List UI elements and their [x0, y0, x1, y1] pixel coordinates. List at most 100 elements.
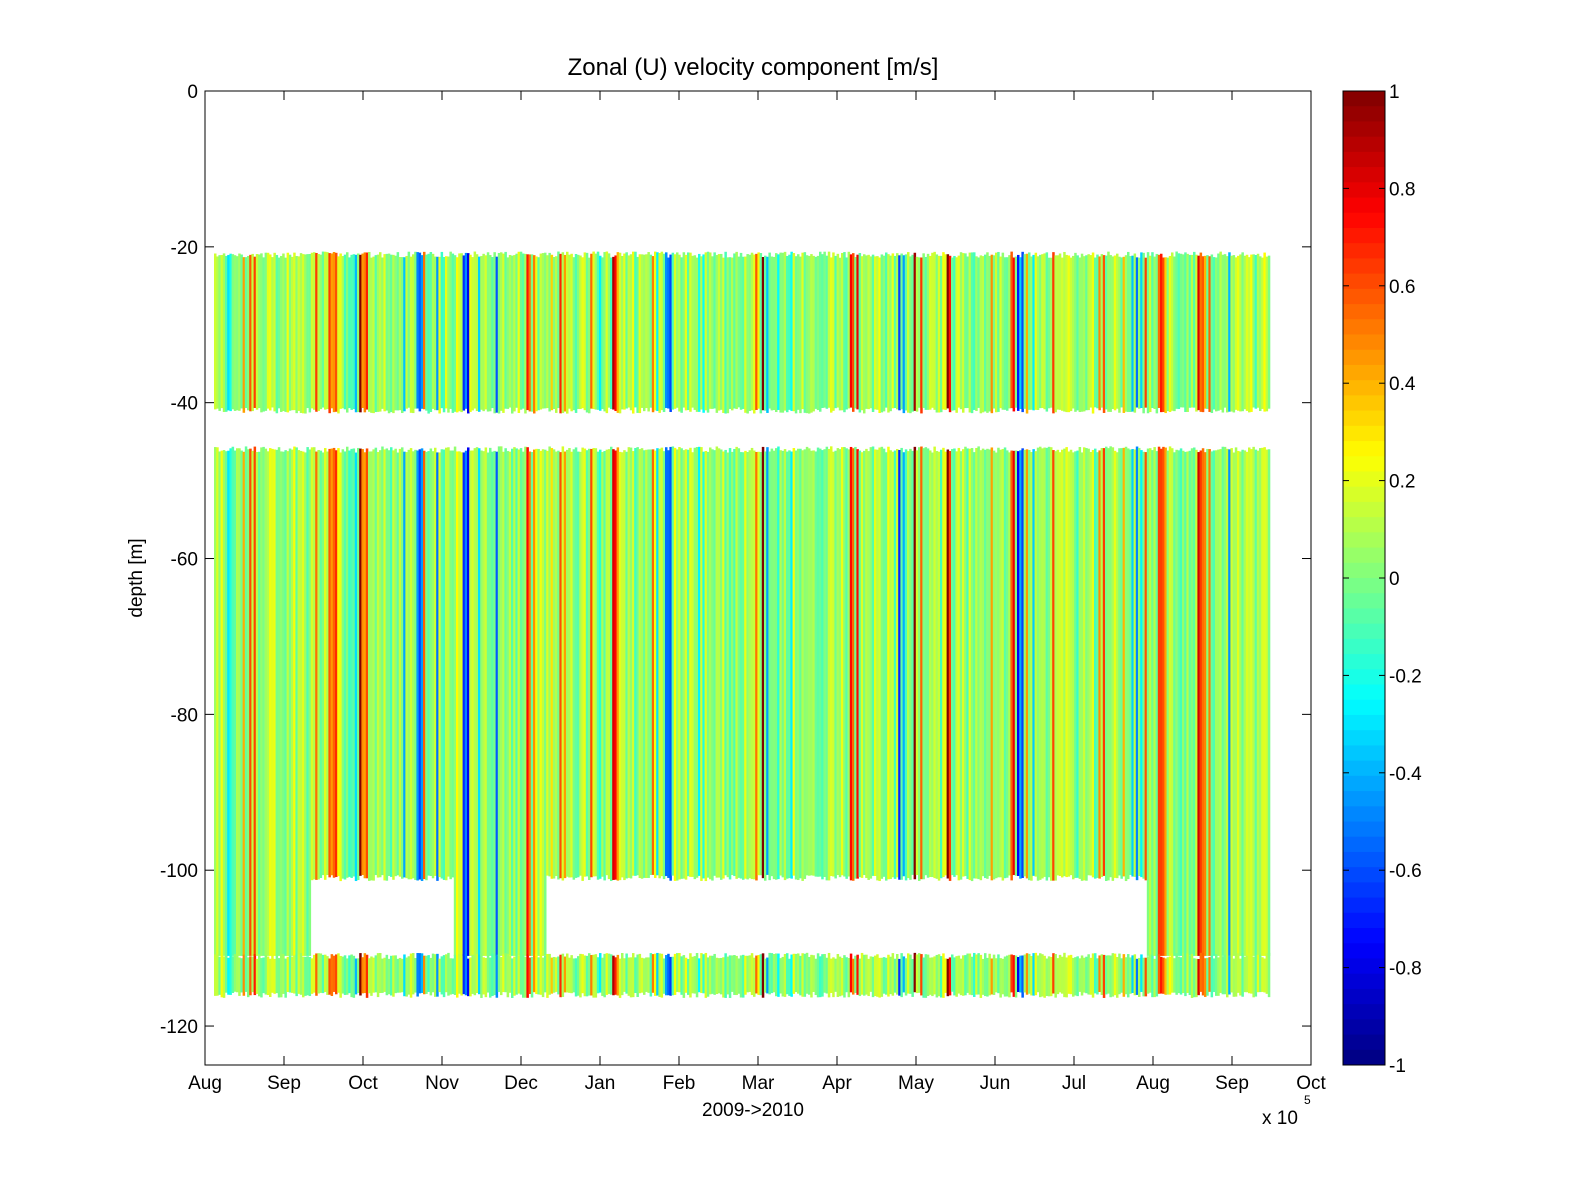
heatmap-cell [757, 954, 760, 995]
heatmap-cell [1010, 954, 1013, 993]
heatmap-cell [1107, 448, 1110, 881]
heatmap-cell [799, 955, 802, 996]
colorbar-cell [1343, 943, 1385, 959]
heatmap-cell [713, 953, 716, 995]
heatmap-cell [869, 256, 873, 409]
heatmap-cell [425, 451, 428, 881]
heatmap-cell [242, 954, 246, 996]
heatmap-cell [766, 957, 769, 994]
heatmap-cell [354, 958, 358, 995]
heatmap-cell [1263, 447, 1266, 956]
heatmap-cell [489, 447, 492, 956]
heatmap-cell [317, 254, 320, 411]
heatmap-cell [486, 452, 490, 956]
heatmap-cell [299, 450, 303, 956]
heatmap-cell [726, 257, 730, 414]
heatmap-cell [761, 446, 765, 879]
heatmap-cell [1146, 956, 1150, 994]
heatmap-cell [409, 953, 413, 998]
heatmap-cell [1054, 451, 1057, 881]
heatmap-cell [546, 953, 549, 998]
colorbar-cell [1343, 91, 1385, 107]
heatmap-cell [614, 450, 617, 880]
heatmap-cell [651, 449, 655, 875]
heatmap-cell [304, 452, 307, 956]
heatmap-cell [332, 955, 336, 992]
heatmap-cell [926, 954, 930, 996]
heatmap-cell [970, 956, 974, 996]
heatmap-cell [308, 957, 312, 997]
heatmap-cell [698, 446, 701, 876]
heatmap-cell [1149, 448, 1152, 956]
heatmap-cell [1232, 255, 1236, 413]
heatmap-cell [429, 251, 433, 413]
heatmap-cell [570, 451, 573, 878]
heatmap-cell [678, 254, 681, 412]
heatmap-cell [709, 447, 712, 880]
heatmap-cell [291, 449, 294, 956]
heatmap-cell [1017, 957, 1020, 992]
heatmap-cell [431, 953, 435, 993]
heatmap-cell [918, 257, 921, 408]
heatmap-cell [885, 252, 888, 408]
colorbar-cell [1343, 897, 1385, 914]
heatmap-cell [948, 957, 952, 996]
heatmap-cell [649, 449, 653, 875]
heatmap-cell [1239, 451, 1242, 956]
heatmap-cell [810, 254, 813, 413]
heatmap-cell [1157, 254, 1161, 408]
heatmap-cell [295, 256, 298, 414]
heatmap-cell [260, 958, 263, 998]
heatmap-cell [1056, 958, 1060, 995]
heatmap-cell [858, 958, 862, 997]
heatmap-cell [491, 256, 494, 409]
heatmap-cell [836, 253, 840, 408]
heatmap-cell [904, 958, 908, 996]
heatmap-cell [398, 957, 402, 993]
heatmap-cell [1120, 448, 1123, 879]
heatmap-cell [874, 955, 877, 997]
heatmap-cell [486, 252, 490, 412]
heatmap-cell [379, 953, 382, 993]
heatmap-cell [726, 956, 730, 995]
heatmap-cell [1127, 448, 1130, 880]
heatmap-cell [1164, 958, 1167, 995]
heatmap-cell [280, 256, 283, 412]
heatmap-cell [915, 954, 919, 994]
heatmap-cell [1025, 253, 1029, 414]
heatmap-cell [636, 954, 639, 997]
heatmap-cell [293, 955, 296, 994]
heatmap-cell [992, 255, 996, 409]
heatmap-cell [1204, 958, 1207, 997]
colorbar-cell [1343, 851, 1385, 868]
heatmap-cell [1045, 252, 1049, 412]
heatmap-cell [579, 255, 582, 410]
heatmap-cell [416, 450, 419, 881]
heatmap-cell [348, 257, 351, 409]
heatmap-cell [684, 449, 688, 880]
heatmap-cell [915, 450, 919, 875]
heatmap-cell [579, 953, 582, 998]
heatmap-cell [526, 954, 529, 998]
colorbar-tick-label: 0.6 [1389, 277, 1415, 298]
heatmap-cell [810, 954, 813, 998]
heatmap-cell [216, 447, 219, 956]
heatmap-cell [438, 452, 441, 878]
heatmap-cell [348, 955, 351, 994]
heatmap-cell [1083, 256, 1086, 412]
heatmap-cell [1190, 254, 1194, 408]
heatmap-cell [1094, 953, 1097, 994]
heatmap-cell [491, 451, 494, 956]
heatmap-cell [539, 955, 543, 995]
heatmap-cell [742, 954, 745, 998]
heatmap-cell [440, 449, 444, 879]
heatmap-cell [711, 256, 714, 409]
heatmap-cell [341, 449, 345, 879]
heatmap-cell [297, 450, 301, 956]
heatmap-cell [227, 450, 230, 956]
heatmap-cell [313, 252, 316, 410]
heatmap-cell [350, 448, 353, 878]
heatmap-cell [286, 451, 290, 956]
heatmap-cell [286, 956, 290, 992]
heatmap-cell [693, 956, 697, 994]
